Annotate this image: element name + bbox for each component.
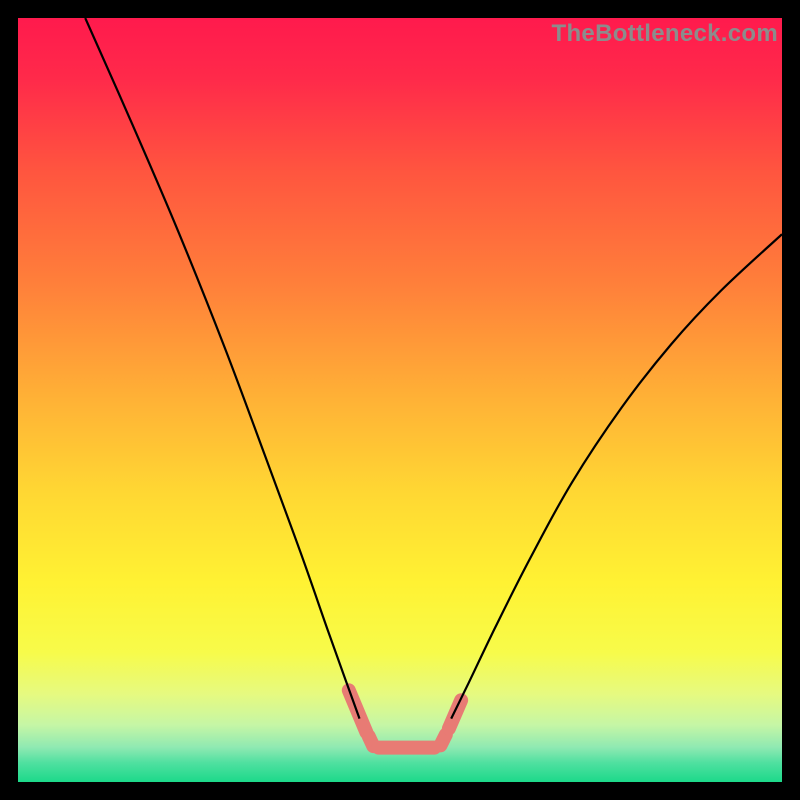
plot-area: TheBottleneck.com <box>18 18 782 782</box>
valley-marker <box>349 690 461 747</box>
right-curve <box>451 234 782 718</box>
curve-layer <box>18 18 782 782</box>
left-curve <box>85 18 359 719</box>
outer-frame: TheBottleneck.com <box>0 0 800 800</box>
